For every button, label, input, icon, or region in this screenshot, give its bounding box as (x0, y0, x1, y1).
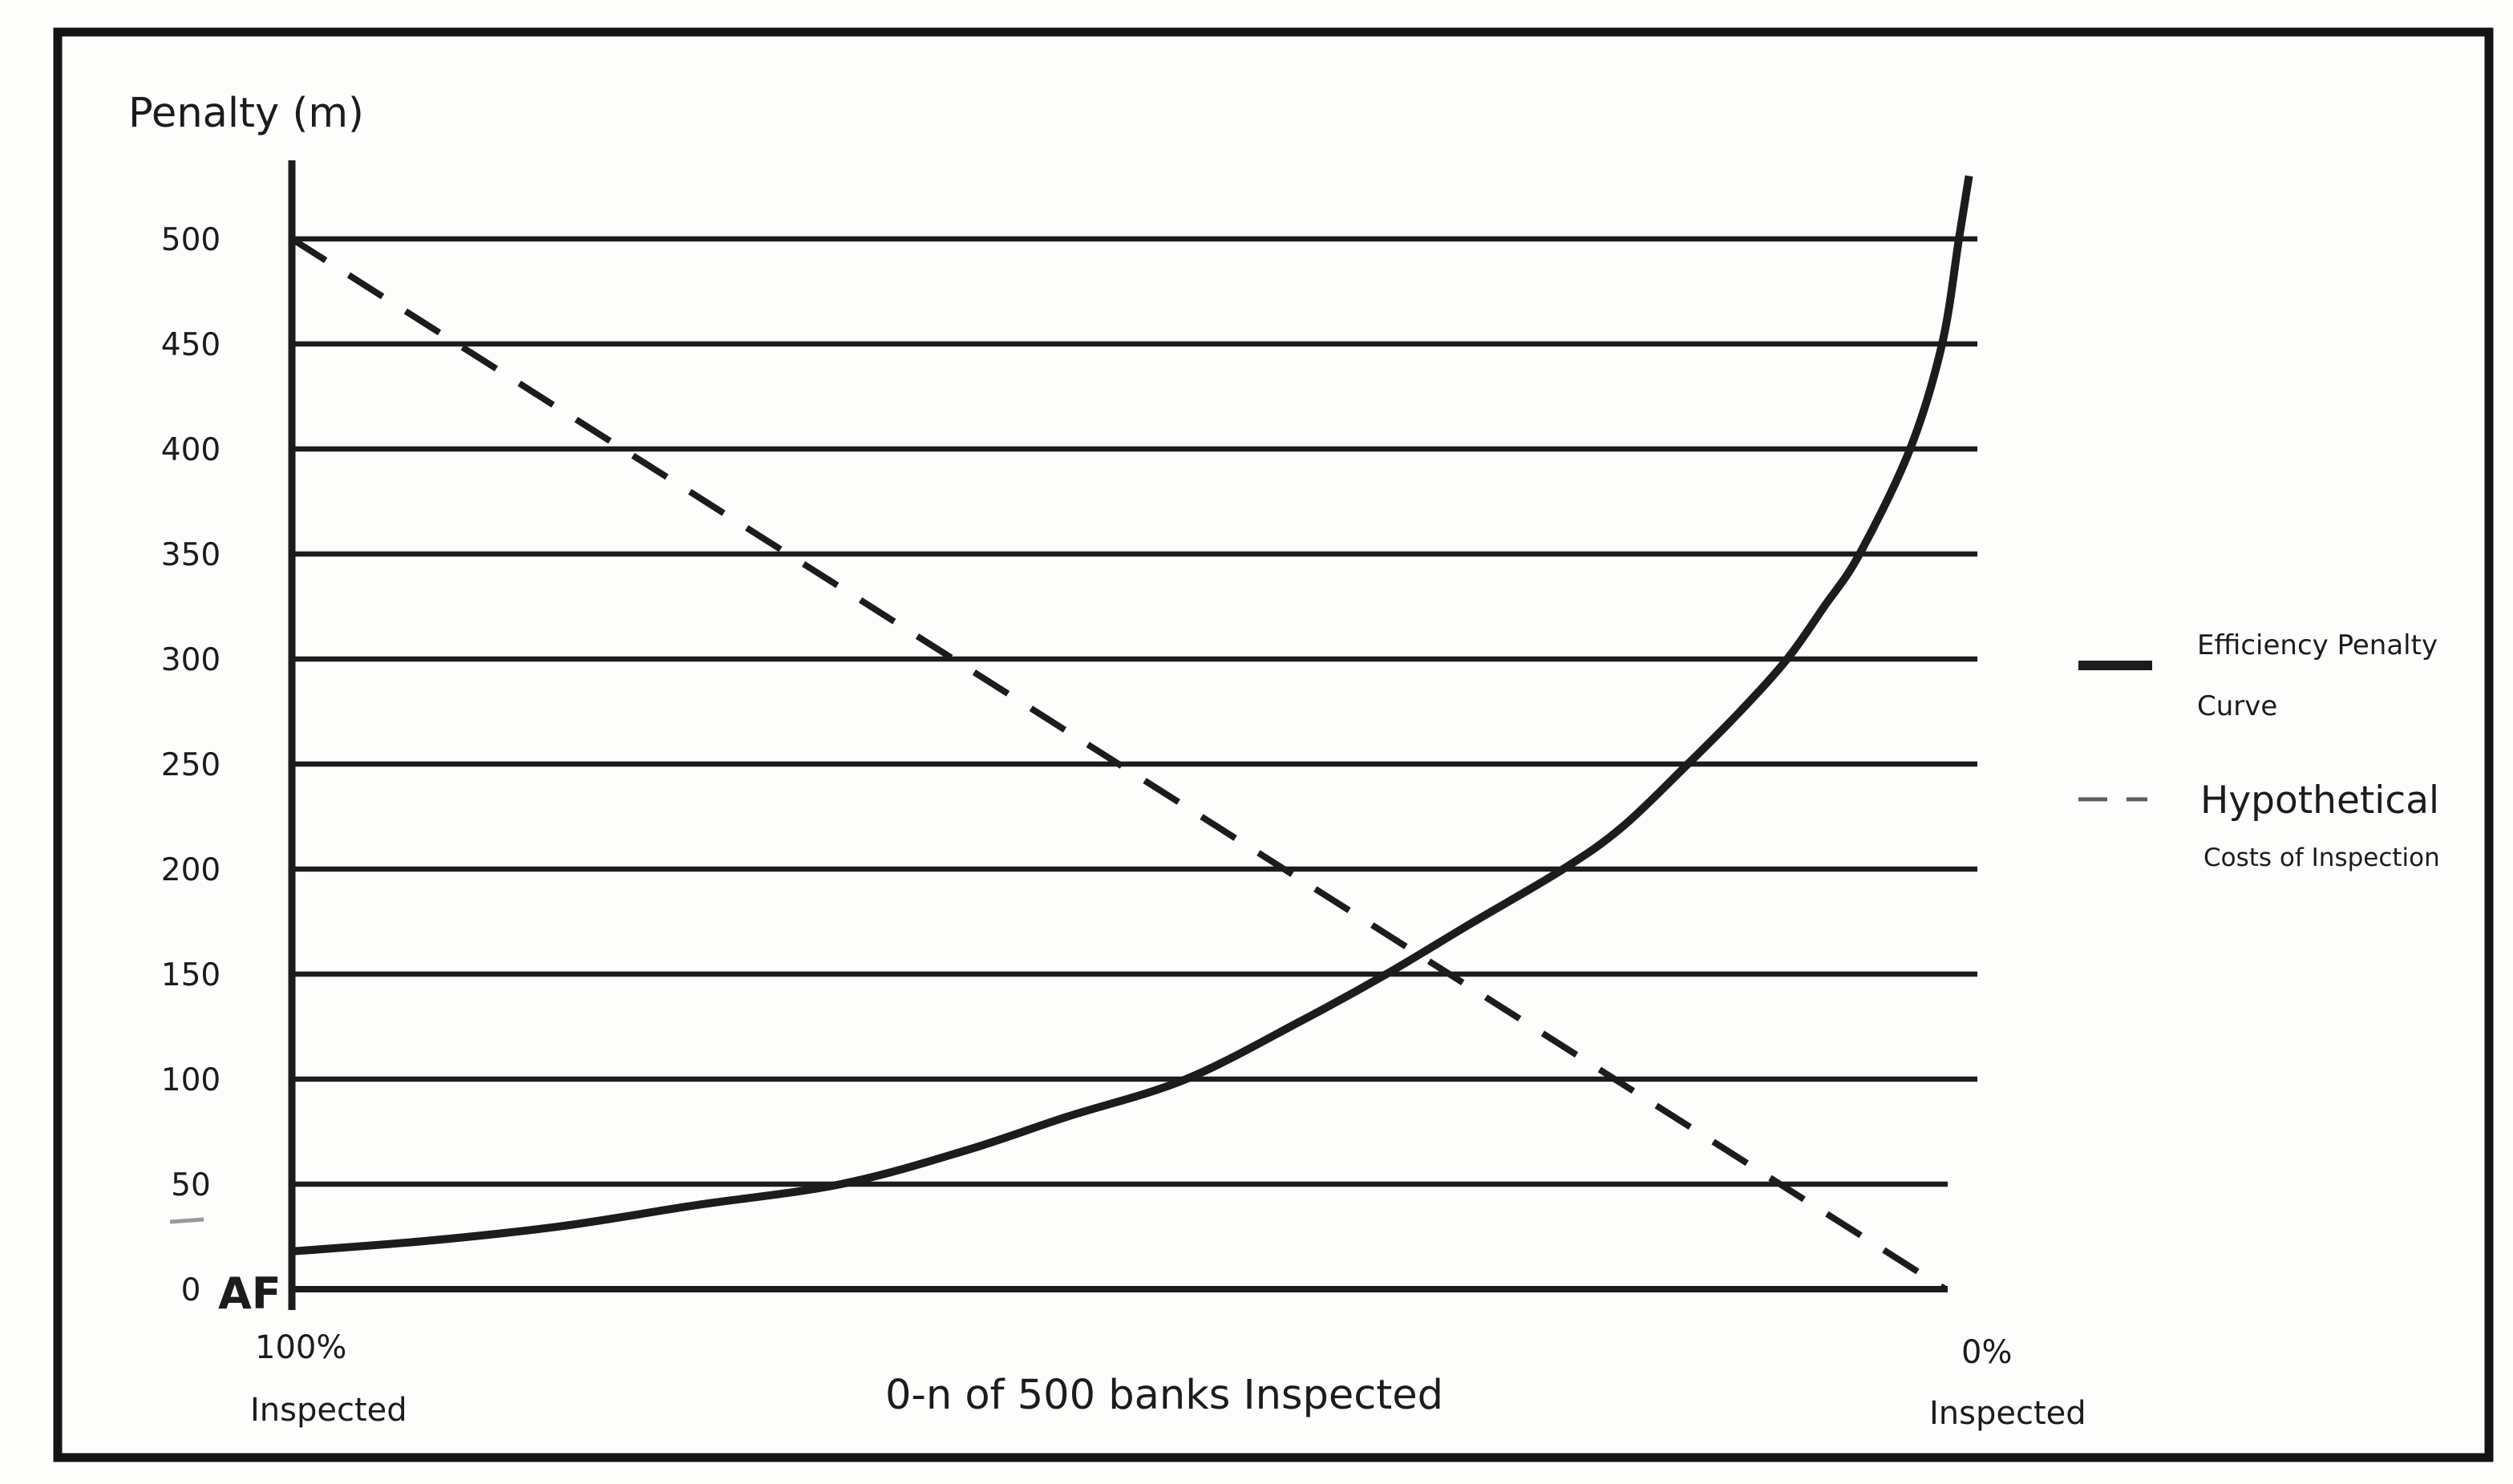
legend-label-efficiency-line2: Curve (2197, 690, 2277, 722)
y-tick-label-100: 100 (161, 1062, 221, 1098)
legend-label-hypothetical-line1: Hypothetical (2200, 778, 2439, 823)
legend-label-hypothetical-line2: Costs of Inspection (2203, 843, 2440, 872)
figure-border-frame (53, 27, 2494, 1462)
y-tick-label-50: 50 (171, 1167, 211, 1203)
y-tick-labels-layer: 0 50 100 150 200 250 300 350 400 450 500 (161, 222, 221, 1308)
x-tick-left-percent: 100% (255, 1329, 346, 1366)
legend-label-efficiency-line1: Efficiency Penalty (2197, 629, 2438, 661)
y-tick-label-200: 200 (161, 852, 221, 888)
series-efficiency-penalty (291, 175, 1973, 1256)
y-tick-label-400: 400 (161, 432, 221, 468)
y-axis-title: Penalty (m) (128, 90, 364, 137)
x-tick-right-word: Inspected (1929, 1395, 2086, 1432)
y-tick-label-500: 500 (161, 222, 221, 258)
gridlines-layer (169, 160, 1977, 1310)
y-tick-label-0: 0 (181, 1272, 201, 1308)
stray-tick-mark (169, 1217, 204, 1224)
legend: Efficiency Penalty Curve Hypothetical Co… (2078, 629, 2440, 872)
x-tick-left-word: Inspected (250, 1392, 407, 1429)
y-tick-label-150: 150 (161, 957, 221, 993)
series-layer (289, 175, 1973, 1292)
y-tick-label-300: 300 (161, 642, 221, 678)
y-tick-label-350: 350 (161, 537, 221, 573)
x-tick-right-percent: 0% (1961, 1334, 2012, 1371)
x-axis-title: 0-n of 500 banks Inspected (885, 1372, 1443, 1419)
y-tick-label-450: 450 (161, 327, 221, 363)
origin-label: AF (218, 1268, 281, 1319)
y-tick-label-250: 250 (161, 747, 221, 783)
series-hypothetical-costs (289, 236, 1948, 1292)
